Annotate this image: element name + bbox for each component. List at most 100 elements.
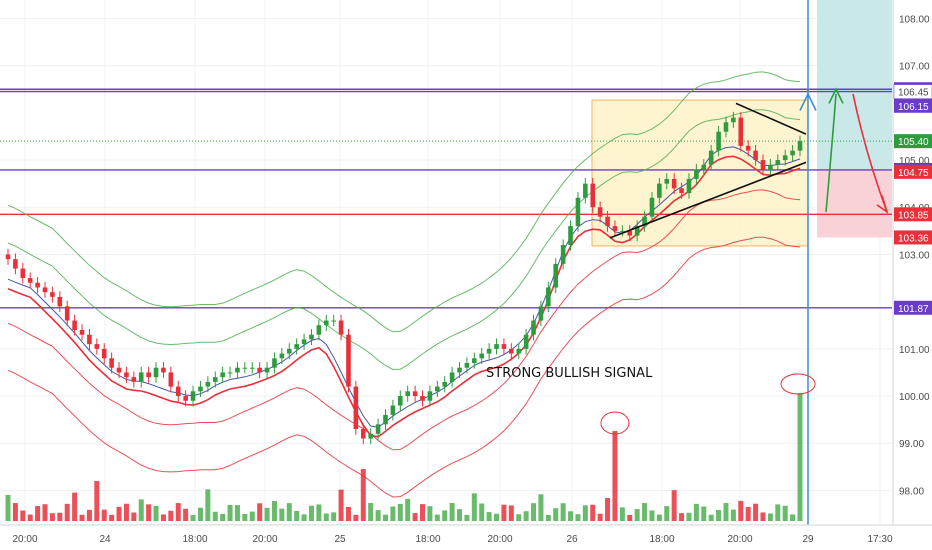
volume-bar bbox=[434, 514, 440, 521]
candle-body bbox=[131, 377, 137, 382]
candle-body bbox=[427, 391, 433, 401]
volume-bar bbox=[242, 514, 248, 521]
candle-body bbox=[79, 329, 85, 335]
candle-body bbox=[531, 320, 536, 335]
volume-bar bbox=[716, 509, 722, 521]
candle-body bbox=[138, 372, 144, 382]
volume-bar bbox=[693, 503, 699, 521]
volume-bar bbox=[79, 514, 85, 521]
candle-body bbox=[198, 386, 203, 392]
candle-body bbox=[597, 207, 603, 217]
x-tick-label: 20:00 bbox=[12, 534, 37, 545]
candle-body bbox=[486, 348, 492, 354]
candle-body bbox=[5, 254, 11, 260]
candle-body bbox=[360, 429, 366, 439]
candle-body bbox=[168, 372, 174, 387]
volume-bar bbox=[331, 512, 337, 521]
x-tick-label: 25 bbox=[334, 534, 346, 545]
y-tick-label: 101.00 bbox=[899, 345, 930, 356]
volume-bar bbox=[220, 513, 226, 521]
y-tick-label: 103.00 bbox=[899, 250, 930, 261]
candle-body bbox=[464, 363, 470, 368]
x-tick-label: 18:00 bbox=[182, 534, 207, 545]
volume-highlight bbox=[600, 411, 630, 435]
volume-bar bbox=[649, 510, 655, 521]
price-badge bbox=[894, 207, 932, 222]
candles bbox=[5, 111, 803, 445]
volume-bar bbox=[27, 514, 33, 521]
volume-bar bbox=[782, 505, 788, 521]
volume-bar bbox=[486, 512, 492, 521]
x-tick-label: 26 bbox=[566, 534, 578, 545]
candle-body bbox=[753, 150, 758, 161]
volume-bar bbox=[494, 513, 500, 521]
volume-bar bbox=[271, 500, 277, 521]
candle-body bbox=[72, 320, 77, 330]
candle-body bbox=[501, 344, 507, 349]
volume-bar bbox=[427, 506, 433, 521]
volume-bar bbox=[35, 506, 41, 521]
candle-body bbox=[42, 287, 48, 293]
volume-bar bbox=[508, 505, 514, 521]
candle-body bbox=[353, 386, 359, 430]
volume-bar bbox=[123, 503, 129, 521]
candle-body bbox=[331, 320, 336, 322]
candle-body bbox=[723, 122, 729, 132]
price-badge-label: 106.45 bbox=[898, 88, 929, 99]
volume-bar bbox=[723, 503, 729, 521]
volume-bar bbox=[160, 514, 166, 521]
candle-body bbox=[605, 216, 610, 227]
price-badge bbox=[894, 98, 932, 113]
candle-body bbox=[553, 263, 559, 288]
candle-body bbox=[694, 169, 699, 179]
candle-body bbox=[27, 278, 33, 283]
candle-body bbox=[457, 367, 462, 373]
candle-body bbox=[87, 334, 92, 345]
candle-body bbox=[64, 306, 70, 321]
price-badge-label: 106.15 bbox=[898, 102, 929, 113]
volume-bar bbox=[775, 504, 781, 521]
volume-highlight bbox=[780, 373, 816, 395]
candle-body bbox=[116, 367, 122, 373]
volume-bar bbox=[420, 504, 426, 521]
candle-body bbox=[649, 197, 655, 217]
price-badge-label: 104.75 bbox=[898, 168, 929, 179]
volume-bar bbox=[212, 511, 218, 521]
volume-bar bbox=[57, 512, 63, 521]
volume-bar bbox=[516, 514, 522, 521]
volume-bar bbox=[634, 509, 640, 521]
x-tick-label: 20:00 bbox=[487, 534, 512, 545]
candle-body bbox=[634, 226, 640, 236]
price-badge bbox=[893, 84, 932, 99]
volume-bar bbox=[94, 481, 100, 521]
band-line bbox=[7, 71, 801, 333]
candle-body bbox=[279, 353, 285, 359]
candle-body bbox=[790, 150, 795, 156]
candle-body bbox=[538, 306, 544, 321]
volume-bar bbox=[227, 504, 233, 521]
volume-bar bbox=[701, 506, 707, 521]
volume-bar bbox=[686, 512, 692, 521]
candle-body bbox=[161, 367, 166, 373]
volume-bar bbox=[605, 498, 611, 521]
volume-bar bbox=[612, 431, 618, 521]
candle-body bbox=[472, 358, 477, 363]
candle-body bbox=[368, 433, 373, 439]
volume-bar bbox=[471, 493, 477, 521]
candle-body bbox=[346, 334, 351, 387]
volume-bar bbox=[797, 393, 803, 521]
volume-bar bbox=[390, 506, 396, 521]
x-tick-label: 20:00 bbox=[252, 534, 277, 545]
volume-bar bbox=[767, 513, 773, 521]
volume-bar bbox=[316, 504, 322, 521]
candle-body bbox=[775, 160, 781, 165]
volume-bar bbox=[405, 498, 411, 521]
candle-body bbox=[575, 197, 581, 227]
price-badge-label: 101.87 bbox=[898, 304, 929, 315]
candle-body bbox=[242, 367, 248, 369]
volume-bar bbox=[627, 514, 633, 521]
candle-body bbox=[153, 367, 159, 378]
candle-body bbox=[220, 372, 225, 378]
volume-bar bbox=[12, 503, 18, 521]
